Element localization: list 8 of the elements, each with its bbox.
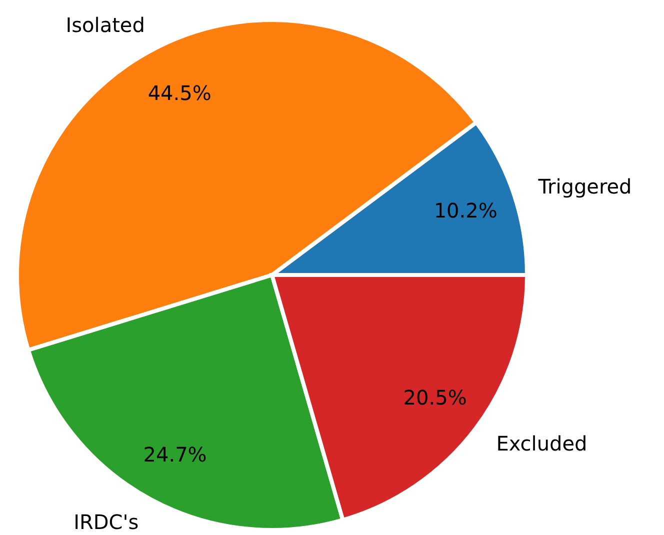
slice-label: Excluded <box>496 432 588 456</box>
data-label: 10.2% <box>434 198 498 223</box>
data-label: 20.5% <box>403 386 467 410</box>
slice-label: IRDC's <box>74 510 139 534</box>
slice-label: Triggered <box>537 174 632 199</box>
data-label: 44.5% <box>148 81 212 106</box>
data-label: 24.7% <box>143 442 207 466</box>
slice-label: Isolated <box>66 12 145 37</box>
